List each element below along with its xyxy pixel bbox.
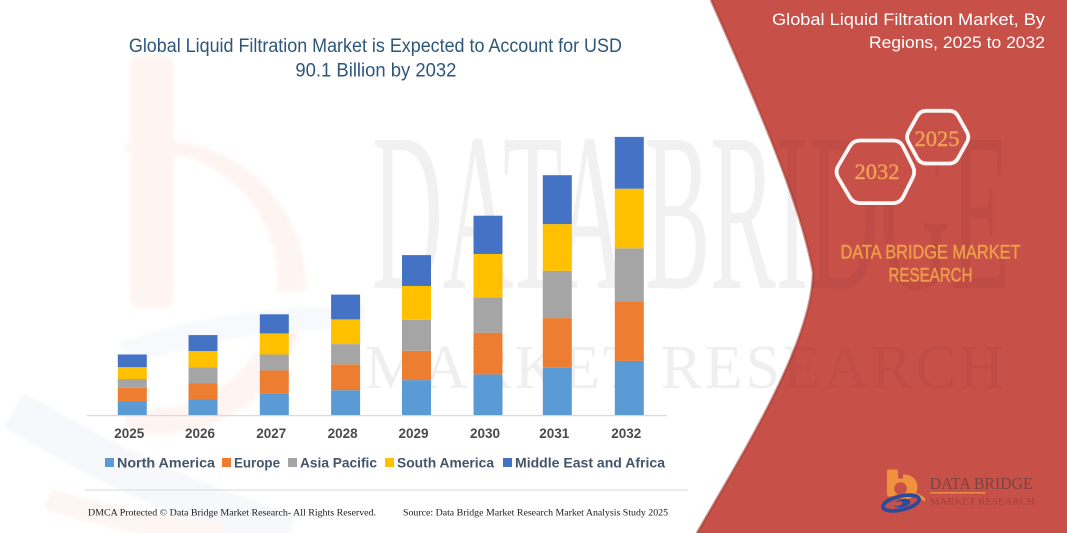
svg-text:RESEARCH: RESEARCH (889, 265, 973, 286)
svg-text:2025: 2025 (114, 426, 145, 441)
svg-text:2030: 2030 (470, 426, 500, 441)
svg-text:2028: 2028 (328, 426, 359, 441)
svg-text:Regions, 2025 to 2032: Regions, 2025 to 2032 (869, 33, 1045, 52)
svg-text:MARKET RESEARCH: MARKET RESEARCH (930, 498, 1035, 508)
svg-text:Global Liquid Filtration Marke: Global Liquid Filtration Market, By (772, 10, 1046, 29)
svg-text:DMCA Protected © Data Bridge M: DMCA Protected © Data Bridge Market Rese… (88, 508, 376, 519)
svg-text:South America: South America (397, 455, 494, 471)
svg-text:2032: 2032 (855, 159, 900, 184)
svg-text:2031: 2031 (539, 426, 570, 441)
svg-text:Global Liquid Filtration Marke: Global Liquid Filtration Market is Expec… (129, 36, 622, 57)
svg-text:2026: 2026 (185, 426, 216, 441)
svg-text:2032: 2032 (611, 426, 641, 441)
svg-text:DATA BRIDGE: DATA BRIDGE (930, 474, 1033, 493)
svg-text:2027: 2027 (256, 426, 286, 441)
svg-text:Asia Pacific: Asia Pacific (300, 455, 377, 471)
svg-text:Middle East and Africa: Middle East and Africa (515, 455, 665, 471)
svg-text:2025: 2025 (915, 126, 960, 151)
svg-text:North America: North America (117, 455, 215, 471)
svg-text:Source: Data Bridge Market Res: Source: Data Bridge Market Research Mark… (403, 509, 668, 519)
svg-text:Europe: Europe (234, 455, 280, 471)
svg-text:DATA BRIDGE MARKET: DATA BRIDGE MARKET (841, 243, 1021, 264)
svg-text:2029: 2029 (398, 426, 428, 441)
svg-text:90.1 Billion by 2032: 90.1 Billion by 2032 (295, 60, 456, 81)
